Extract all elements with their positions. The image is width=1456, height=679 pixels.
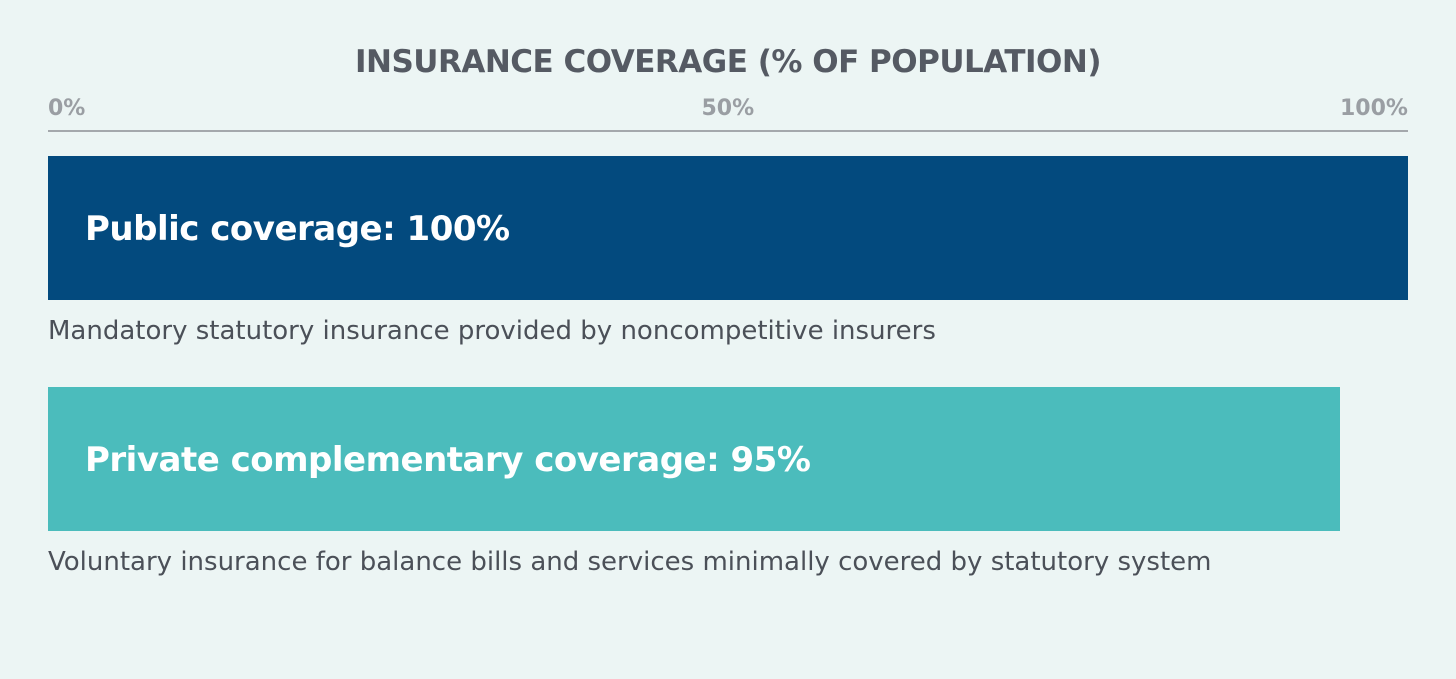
tick-label: 0% <box>48 96 86 121</box>
bar: Private complementary coverage: 95% <box>48 387 1340 531</box>
bar-group: Private complementary coverage: 95% Volun… <box>48 387 1408 618</box>
chart-title: INSURANCE COVERAGE (% OF POPULATION) <box>354 44 1102 80</box>
tick-label: 100% <box>1340 96 1408 121</box>
tick-label: 50% <box>701 96 755 121</box>
bar-label: Private complementary coverage: 95% <box>85 440 811 480</box>
bar-description: Voluntary insurance for balance bills an… <box>48 547 1212 577</box>
bar-description: Mandatory statutory insurance provided b… <box>48 316 936 346</box>
x-axis: 0% 50% 100% <box>48 92 1408 132</box>
bars-area: Public coverage: 100% Mandatory statutory… <box>48 156 1408 618</box>
bar: Public coverage: 100% <box>48 156 1408 300</box>
axis-line <box>48 130 1408 132</box>
bar-group: Public coverage: 100% Mandatory statutory… <box>48 156 1408 387</box>
bar-label: Public coverage: 100% <box>85 209 510 249</box>
